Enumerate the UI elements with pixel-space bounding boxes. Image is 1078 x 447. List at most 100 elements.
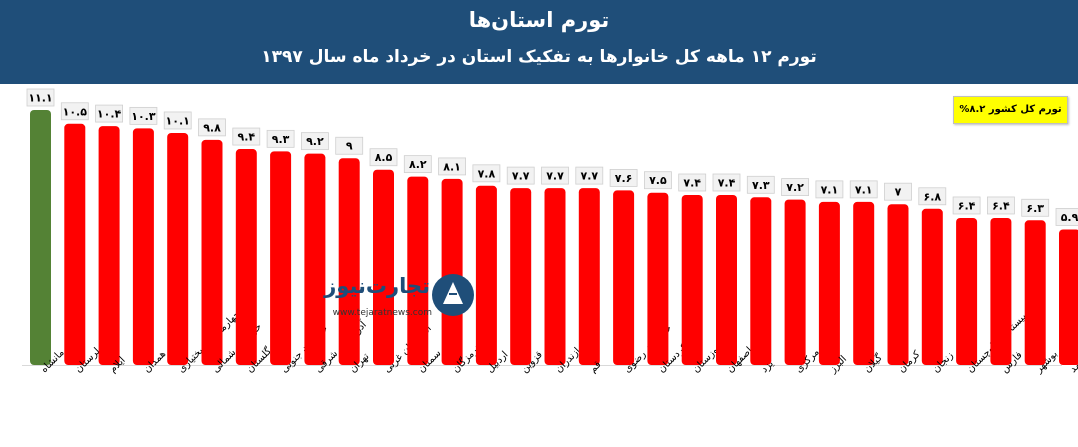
bar-14 xyxy=(510,188,532,365)
value-label-box-7 xyxy=(266,129,295,148)
bar-27 xyxy=(956,217,978,365)
bar-21 xyxy=(750,197,772,365)
value-label-29: ۶.۳ xyxy=(1026,202,1044,215)
value-label-23: ۷.۱ xyxy=(821,183,839,196)
bar-9 xyxy=(338,158,360,365)
value-label-3: ۱۰.۳ xyxy=(131,110,156,123)
value-label-8: ۹.۲ xyxy=(306,135,324,148)
value-label-box-22 xyxy=(781,178,809,196)
value-label-box-30 xyxy=(1055,208,1078,226)
bar-23 xyxy=(818,201,840,365)
value-label-box-14 xyxy=(506,166,535,185)
value-label-12: ۸.۱ xyxy=(443,160,461,173)
value-label-box-16 xyxy=(575,166,604,185)
value-label-box-20 xyxy=(712,173,741,192)
logo-mark-icon xyxy=(443,282,463,304)
value-label-19: ۷.۴ xyxy=(683,177,701,190)
value-label-4: ۱۰.۱ xyxy=(166,114,190,127)
value-label-1: ۱۰.۵ xyxy=(63,105,88,118)
bar-chart: ۱۱.۱کرمانشاه۱۰.۵لرستان۱۰.۴ایلام۱۰.۳همدان… xyxy=(22,88,1078,376)
bar-19 xyxy=(681,195,703,365)
value-label-box-3 xyxy=(129,106,158,125)
chart-subtitle: تورم ۱۲ ماهه کل خانوارها به تفکیک استان … xyxy=(261,47,817,67)
value-label-box-24 xyxy=(849,180,878,199)
value-label-7: ۹.۳ xyxy=(272,133,290,146)
bar-15 xyxy=(544,188,566,365)
value-label-box-11 xyxy=(403,155,432,174)
value-label-30: ۵.۹ xyxy=(1061,211,1078,224)
bar-24 xyxy=(853,201,875,365)
value-label-box-13 xyxy=(472,164,501,183)
value-label-box-10 xyxy=(369,148,398,167)
chart-title: تورم استان‌ها xyxy=(468,8,610,32)
value-label-box-8 xyxy=(300,132,329,151)
value-label-box-5 xyxy=(198,118,226,137)
bar-17 xyxy=(613,190,635,365)
bar-0 xyxy=(30,110,51,365)
value-label-box-4 xyxy=(163,111,192,130)
bar-26 xyxy=(921,208,943,365)
bar-5 xyxy=(201,139,223,365)
national-inflation-badge: تورم کل کشور ۸.۲% xyxy=(953,96,1068,124)
bar-8 xyxy=(304,153,326,365)
bar-25 xyxy=(887,204,909,365)
value-label-box-6 xyxy=(232,127,261,146)
bar-11 xyxy=(407,176,429,365)
value-label-13: ۷.۸ xyxy=(478,167,496,180)
bar-18 xyxy=(647,192,669,365)
value-label-28: ۶.۴ xyxy=(992,199,1010,212)
watermark-url: www.tejaratnews.com xyxy=(332,308,432,318)
value-label-16: ۷.۷ xyxy=(580,170,598,183)
bar-7 xyxy=(270,151,292,365)
value-label-box-27 xyxy=(952,196,981,215)
value-label-14: ۷.۷ xyxy=(512,170,530,183)
value-label-box-21 xyxy=(746,175,775,194)
bar-6 xyxy=(235,149,257,365)
value-label-box-17 xyxy=(609,169,638,187)
value-label-17: ۷.۶ xyxy=(615,172,633,185)
value-label-27: ۶.۴ xyxy=(958,199,976,212)
bar-1 xyxy=(64,123,86,365)
value-label-5: ۹.۸ xyxy=(203,121,221,134)
bar-3 xyxy=(132,128,154,365)
value-label-box-0 xyxy=(26,88,55,107)
bar-28 xyxy=(990,217,1012,365)
watermark-name: تجارت‌نیوز xyxy=(324,274,430,298)
value-label-box-26 xyxy=(918,187,947,206)
bar-13 xyxy=(475,185,497,365)
watermark: تجارت‌نیوز www.tejaratnews.com xyxy=(322,268,474,330)
value-label-box-29 xyxy=(1021,198,1050,217)
bar-29 xyxy=(1024,220,1046,365)
tejaratnews-logo xyxy=(432,274,474,316)
value-label-10: ۸.۵ xyxy=(375,151,393,164)
value-label-20: ۷.۴ xyxy=(718,177,736,190)
value-label-0: ۱۱.۱ xyxy=(28,92,52,105)
bar-10 xyxy=(373,169,394,365)
value-label-box-2 xyxy=(95,104,123,123)
value-label-box-15 xyxy=(541,166,569,185)
value-label-box-12 xyxy=(438,157,467,176)
value-label-15: ۷.۷ xyxy=(546,170,564,183)
bar-4 xyxy=(167,132,189,365)
value-label-6: ۹.۴ xyxy=(237,131,255,144)
value-label-box-19 xyxy=(678,173,707,192)
value-label-box-25 xyxy=(884,182,912,201)
value-label-26: ۶.۸ xyxy=(923,190,941,203)
value-label-box-9 xyxy=(335,136,364,155)
bar-2 xyxy=(98,126,120,365)
bar-22 xyxy=(784,199,806,365)
value-label-22: ۷.۲ xyxy=(786,181,804,194)
value-label-box-28 xyxy=(987,196,1015,215)
value-label-18: ۷.۵ xyxy=(649,174,667,187)
value-label-9: ۹ xyxy=(346,140,353,153)
bar-16 xyxy=(578,188,600,365)
bar-20 xyxy=(716,195,737,365)
value-label-2: ۱۰.۴ xyxy=(97,108,122,121)
value-label-box-1 xyxy=(60,102,89,121)
value-label-box-18 xyxy=(644,171,672,190)
bar-30 xyxy=(1059,229,1078,365)
value-label-box-23 xyxy=(815,180,844,199)
bar-12 xyxy=(441,178,463,365)
chart-header: تورم استان‌ها تورم ۱۲ ماهه کل خانوارها ب… xyxy=(0,0,1078,84)
value-label-21: ۷.۳ xyxy=(752,179,770,192)
